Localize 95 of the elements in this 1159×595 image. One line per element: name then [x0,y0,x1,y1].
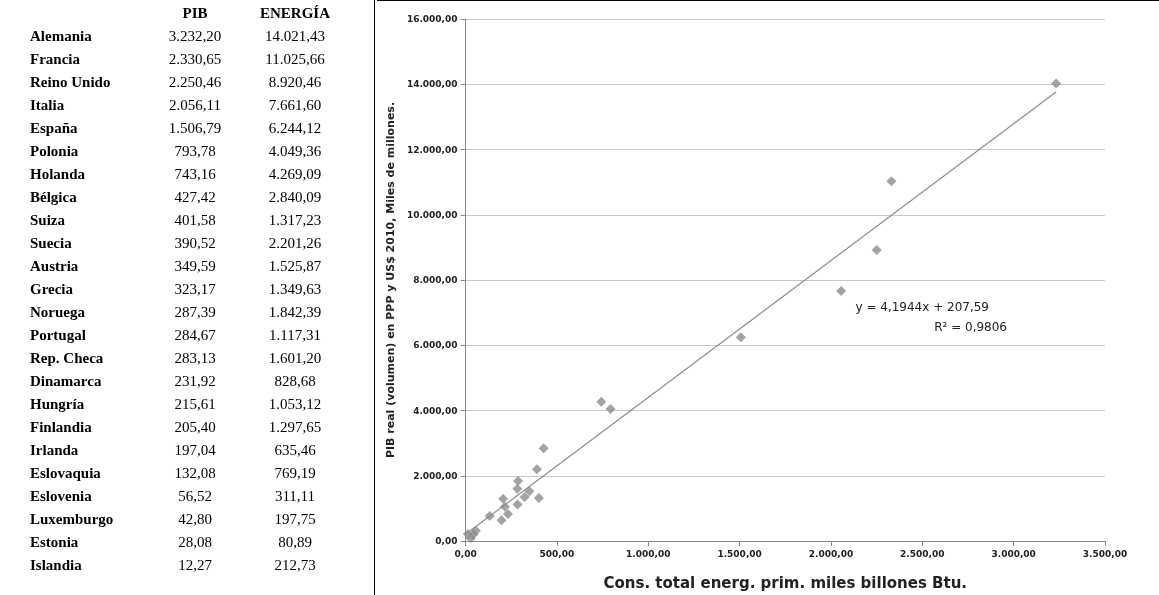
text: ENERGÍA [259,4,331,23]
x-tick-label: 3.000,00 [991,548,1036,559]
y-tick-label: 12.000,00 [406,144,458,155]
data-label: 390,52 [173,234,217,253]
data-label: 793,78 [173,142,217,161]
data-label: 28,08 [177,533,213,552]
category-label: Noruega [30,303,86,322]
data-label: 205,40 [173,418,217,437]
data-label: 197,75 [273,510,317,529]
category-label: Grecia [30,280,75,299]
data-label: 7.661,60 [267,96,323,115]
data-label: 14.021,43 [264,27,326,46]
category-label: Bélgica [30,188,78,207]
category-label: Irlanda [30,441,80,460]
data-label: 197,04 [173,441,217,460]
data-label: 3.232,20 [167,27,223,46]
data-label: 349,59 [173,257,217,276]
data-label: 283,13 [173,349,217,368]
category-label: España [30,119,79,138]
category-label: Eslovaquia [30,464,102,483]
data-label: 635,46 [273,441,317,460]
data-label: 769,19 [273,464,317,483]
category-label: Islandia [30,556,83,575]
data-label: 1.297,65 [267,418,323,437]
x-tick-label: 2.000,00 [808,548,854,559]
x-axis-title: Cons. total energ. prim. miles billones Btu. [603,573,968,592]
y-axis-title: PIB real (volumen) en PPP y US$ 2010, Miles de millones. [384,101,397,459]
y-tick-label: 16.000,00 [406,14,458,24]
data-label: 284,67 [173,326,217,345]
category-label: Italia [30,96,66,115]
y-tick-label: 4.000,00 [413,405,458,416]
data-label: 1.601,20 [267,349,323,368]
annotation: y = 4,1944x + 207,59 [855,300,989,314]
data-label: 828,68 [273,372,317,391]
data-label: 427,42 [173,188,217,207]
data-label: 12,27 [177,556,213,575]
data-label: 287,39 [173,303,217,322]
x-tick-label: 3.500,00 [1082,548,1128,559]
category-label: Hungría [30,395,86,414]
data-label: 80,89 [277,533,313,552]
data-label: 311,11 [273,487,317,506]
data-label: 8.920,46 [267,73,323,92]
data-label: 4.269,09 [267,165,323,184]
data-label: 215,61 [173,395,217,414]
category-label: Portugal [30,326,87,345]
annotation: R² = 0,9806 [934,320,1007,334]
category-label: Estonia [30,533,80,552]
category-label: Dinamarca [30,372,103,391]
data-label: 2.250,46 [167,73,223,92]
y-tick-label: 14.000,00 [406,79,458,90]
data-label: 743,16 [173,165,217,184]
x-tick-label: 1.000,00 [626,548,671,559]
x-tick-label: 2.500,00 [900,548,945,559]
data-label: 1.117,31 [268,326,322,345]
data-label: 2.840,09 [267,188,323,207]
data-label: 4.049,36 [267,142,323,161]
data-label: 323,17 [173,280,217,299]
x-tick-label: 0,00 [454,548,477,559]
category-label: Reino Unido [30,73,112,92]
y-tick-label: 8.000,00 [413,275,458,285]
category-label: Eslovenia [30,487,93,506]
data-label: 1.349,63 [267,280,323,299]
text: PIB [181,4,209,23]
data-label: 56,52 [177,487,213,506]
category-label: Suecia [30,234,73,253]
data-label: 132,08 [173,464,217,483]
data-label: 2.056,11 [168,96,222,115]
data-label: 1.842,39 [267,303,323,322]
y-tick-label: 10.000,00 [406,209,458,220]
category-label: Alemania [30,27,93,46]
category-label: Austria [30,257,80,276]
data-label: 1.053,12 [267,395,323,414]
data-label: 42,80 [177,510,213,529]
x-tick-label: 500,00 [539,548,575,559]
data-label: 11.025,66 [264,50,326,69]
category-label: Francia [30,50,81,69]
data-label: 231,92 [173,372,217,391]
data-label: 212,73 [273,556,317,575]
y-tick-label: 0,00 [435,536,458,546]
data-label: 1.525,87 [267,257,323,276]
category-label: Holanda [30,165,87,184]
data-label: 1.317,23 [267,211,323,230]
category-label: Suiza [30,211,66,230]
category-label: Luxemburgo [30,510,115,529]
category-label: Finlandia [30,418,93,437]
data-label: 6.244,12 [267,119,323,138]
x-tick-label: 1.500,00 [717,548,762,559]
data-label: 2.330,65 [167,50,223,69]
data-label: 401,58 [173,211,217,230]
data-label: 1.506,79 [167,119,223,138]
y-tick-label: 2.000,00 [413,470,458,481]
y-tick-label: 6.000,00 [413,340,458,351]
data-label: 2.201,26 [267,234,323,253]
category-label: Polonia [30,142,80,161]
category-label: Rep. Checa [30,349,105,368]
